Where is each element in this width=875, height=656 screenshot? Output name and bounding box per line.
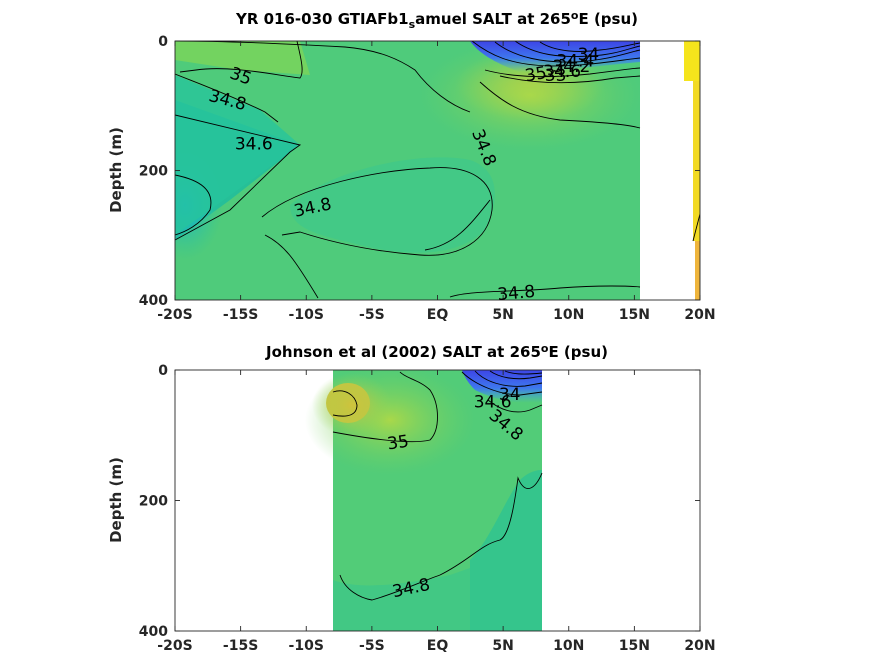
bottom-contour-fresh-2 [474, 370, 543, 387]
top-x-tick-label: -20S [157, 307, 192, 323]
top-x-tick-label: EQ [427, 307, 449, 323]
top-contour-strip [692, 213, 700, 242]
bottom-y-ticks: 0 200 400 [139, 363, 700, 640]
bottom-field-deep-left [333, 568, 470, 631]
top-x-tick-label: 20N [684, 307, 715, 323]
bottom-field-deep-right [470, 470, 542, 631]
top-contour-348-bottom-right [449, 285, 641, 298]
top-contour-label: 33 [545, 66, 567, 86]
bottom-x-tick-label: -10S [289, 638, 324, 654]
top-contour-35-left [179, 41, 303, 79]
top-field-high-band [420, 41, 640, 150]
bottom-heatmap-field [305, 370, 543, 631]
bottom-x-tick-label: -5S [359, 638, 385, 654]
top-contour-348-left [175, 73, 279, 123]
top-field-strip-yellow2 [693, 81, 700, 241]
bottom-x-ticks: -20S -15S -10S -5S EQ 5N 10N 15N 20N [157, 370, 716, 654]
bottom-x-tick-label: 5N [492, 638, 513, 654]
top-heatmap-field [175, 41, 700, 300]
top-contour-fresh-4 [539, 41, 641, 52]
top-chart: YR 016-030 GTIAFb1samuel SALT at 265oE (… [107, 9, 716, 323]
top-contour-348-right [479, 81, 641, 129]
top-contour-label: 34.2 [552, 57, 590, 77]
bottom-y-tick-label: 400 [139, 624, 168, 640]
top-y-tick-label: 200 [139, 164, 168, 180]
top-contour-fresh-6 [499, 75, 641, 84]
top-chart-title: YR 016-030 GTIAFb1samuel SALT at 265oE (… [235, 9, 638, 31]
bottom-contour-fresh-4 [504, 370, 543, 375]
top-contour-348-bottom-left [264, 234, 319, 299]
bottom-field-salty-halo [312, 373, 392, 437]
top-x-tick-label: 10N [553, 307, 584, 323]
top-x-ticks: -20S -15S -10S -5S EQ 5N 10N 15N 20N [157, 41, 716, 323]
top-field-left-lowsal [175, 75, 300, 235]
top-x-tick-label: -10S [289, 307, 324, 323]
bottom-contour-35 [332, 371, 438, 443]
top-contour-348-central [261, 167, 493, 256]
bottom-y-axis-label: Depth (m) [107, 457, 125, 543]
bottom-contour-fresh-3 [489, 370, 543, 380]
top-contour-label: 34.6 [235, 135, 273, 155]
top-contour-348-diag [424, 199, 491, 251]
top-contour-fresh-5 [484, 67, 641, 78]
top-y-tick-label: 0 [158, 34, 168, 50]
bottom-y-tick-label: 0 [158, 363, 168, 379]
top-contour-fresh-1 [471, 41, 641, 67]
bottom-x-tick-label: 10N [553, 638, 584, 654]
bottom-contour-salty-core [332, 390, 358, 417]
bottom-y-tick-label: 200 [139, 494, 168, 510]
bottom-contour-label: 35 [386, 432, 410, 455]
bottom-x-tick-label: -15S [223, 638, 258, 654]
bottom-x-tick-label: -20S [157, 638, 192, 654]
top-contour-label: 34.4 [556, 52, 594, 72]
bottom-contour-348-upper [487, 399, 543, 413]
top-contours [175, 41, 700, 299]
bottom-x-tick-label: EQ [427, 638, 449, 654]
top-contour-label: 35 [524, 63, 549, 86]
top-contour-348-big-left [175, 41, 471, 113]
top-y-ticks: 0 200 400 [139, 34, 700, 309]
bottom-x-tick-label: 20N [684, 638, 715, 654]
top-x-tick-label: 15N [619, 307, 650, 323]
top-contour-label: 34.8 [497, 282, 536, 305]
bottom-contour-label: 34.6 [474, 393, 512, 413]
top-contour-346 [175, 114, 302, 241]
top-contour-fresh-2 [494, 41, 641, 63]
top-field-left-high [175, 41, 310, 75]
top-contour-label: 34.6 [543, 62, 581, 82]
top-field-fresh-band [470, 41, 640, 72]
bottom-contours [332, 370, 543, 601]
bottom-contour-348 [339, 472, 543, 601]
top-y-tick-label: 400 [139, 293, 168, 309]
top-contour-fresh-3 [514, 41, 641, 57]
bottom-contour-fresh-1 [461, 371, 543, 396]
top-field-strip-yellow [684, 41, 700, 81]
bottom-contour-label: 34 [499, 385, 521, 405]
top-contour-cyan-core [175, 174, 212, 236]
top-x-tick-label: -5S [359, 307, 385, 323]
top-x-tick-label: 5N [492, 307, 513, 323]
bottom-x-tick-label: 15N [619, 638, 650, 654]
top-y-axis-label: Depth (m) [107, 127, 125, 213]
top-field-strip-orange [695, 241, 700, 300]
top-contour-label: 34 [578, 45, 600, 65]
top-x-tick-label: -15S [223, 307, 258, 323]
bottom-chart-title: Johnson et al (2002) SALT at 265oE (psu) [265, 342, 608, 361]
bottom-chart: Johnson et al (2002) SALT at 265oE (psu) [107, 342, 716, 654]
